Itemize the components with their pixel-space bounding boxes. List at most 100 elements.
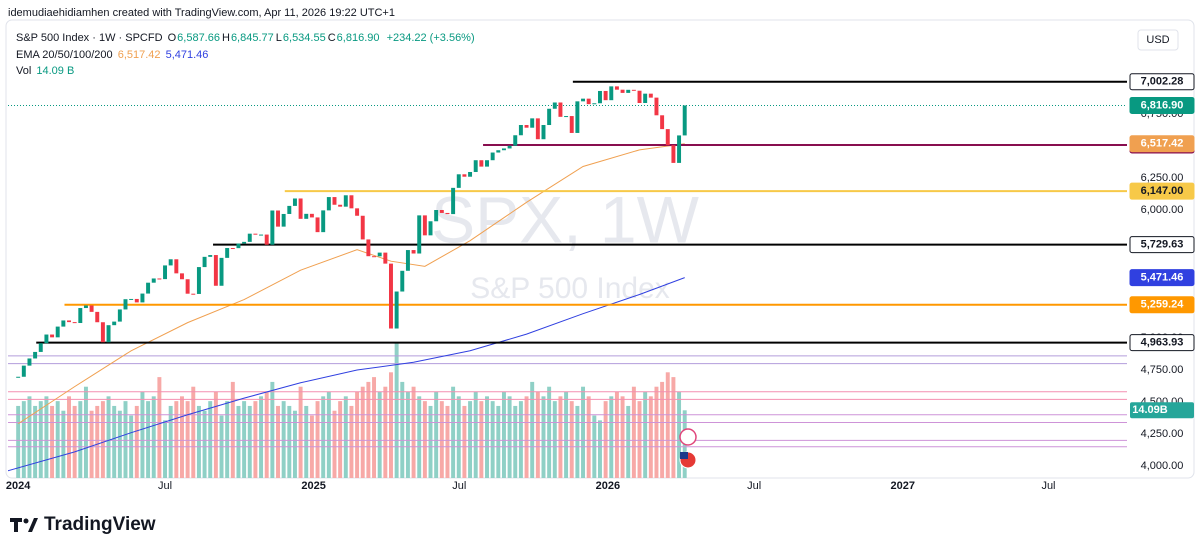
candle-body: [112, 321, 117, 326]
volume-bar: [315, 401, 320, 478]
candle-body: [44, 334, 49, 344]
candle-body: [586, 98, 591, 105]
volume-bar: [564, 391, 569, 478]
volume-bar: [151, 396, 156, 478]
volume-bar: [434, 391, 439, 478]
volume-bar: [163, 420, 168, 478]
legend-vol: Vol 14.09 B: [16, 65, 76, 77]
volume-bar: [242, 401, 247, 478]
candle-body: [287, 205, 292, 214]
candle-body: [146, 282, 151, 294]
candle-body: [208, 255, 213, 257]
candle-body: [38, 343, 43, 352]
candle-body: [191, 293, 196, 295]
volume-bar: [366, 381, 371, 478]
volume-bar: [479, 401, 484, 478]
candle-body: [349, 195, 354, 209]
volume-bar: [67, 396, 71, 478]
candle-body: [123, 299, 128, 310]
price-label-box: [1129, 135, 1195, 153]
volume-bar: [389, 372, 393, 478]
candle-body: [671, 145, 676, 163]
candle-body: [157, 278, 162, 280]
volume-bar: [586, 396, 591, 478]
legend-ema: EMA 20/50/100/200 6,517.42 5,471.46: [16, 49, 210, 61]
volume-bar: [61, 410, 66, 478]
candle-body: [496, 150, 501, 153]
y-tick-label: 4,750.00: [1141, 364, 1184, 376]
candle-body: [163, 265, 168, 280]
y-tick-label: 4,250.00: [1141, 428, 1184, 440]
candle-body: [95, 311, 100, 323]
volume-bar: [259, 396, 264, 478]
candle-body: [202, 256, 207, 268]
candle-body: [643, 93, 648, 104]
candle-body: [21, 365, 26, 377]
volume-bar: [417, 396, 422, 478]
candle-body: [236, 243, 241, 249]
candle-body: [422, 215, 427, 236]
candle-body: [61, 320, 66, 327]
volume-bar: [372, 377, 377, 478]
volume-bar: [332, 410, 337, 478]
volume-bar: [208, 401, 213, 478]
ohlc-key: H: [221, 32, 230, 44]
candle-body: [451, 187, 456, 215]
volume-bar: [507, 396, 512, 478]
volume-bar: [569, 401, 574, 478]
volume-bar: [21, 401, 26, 478]
volume-bar: [456, 396, 461, 478]
candle-body: [541, 125, 546, 140]
volume-bar: [603, 401, 608, 478]
price-label-box: [1129, 96, 1195, 114]
volume-bar: [326, 391, 331, 478]
volume-bar: [185, 401, 190, 478]
volume-bar: [677, 391, 682, 478]
candle-body: [665, 129, 670, 146]
price-label: 4,963.93: [1141, 337, 1184, 349]
candle-body: [338, 204, 343, 207]
ohlc-key: L: [275, 32, 282, 44]
candle-body: [180, 273, 184, 280]
candle-body: [631, 89, 636, 91]
candle-body: [259, 234, 264, 236]
candle-body: [598, 90, 602, 104]
volume-bar: [321, 396, 326, 478]
volume-bar: [168, 405, 173, 478]
logo: [10, 518, 38, 532]
candle-body: [298, 198, 303, 219]
price-label-box: [1129, 182, 1195, 200]
candle-body: [501, 148, 506, 151]
candle-body: [281, 213, 286, 227]
x-tick-label: 2026: [596, 480, 620, 492]
vol-label: Vol: [16, 65, 32, 77]
x-tick-label: Jul: [158, 480, 172, 492]
volume-bar: [524, 396, 529, 478]
ohlc-key: O: [167, 32, 177, 44]
volume-bar: [83, 386, 88, 478]
volume-bar: [180, 396, 184, 478]
candle-body: [552, 102, 557, 109]
ohlc-key: C: [327, 32, 336, 44]
x-tick-label: 2027: [891, 480, 915, 492]
event-icon[interactable]: [679, 428, 697, 446]
price-label-box: [1129, 334, 1195, 352]
candle-body: [507, 145, 512, 149]
volume-label-box: [1130, 402, 1194, 419]
volume-bar: [462, 405, 467, 478]
candle-body: [315, 217, 320, 233]
ema-label: EMA 20/50/100/200: [16, 49, 113, 61]
volume-bar: [428, 405, 433, 478]
ohlc-value: 6,845.77: [230, 32, 274, 44]
price-label-box: [1129, 269, 1195, 287]
candle-body: [372, 256, 377, 258]
volume-bar: [535, 391, 540, 478]
volume-bar: [626, 405, 631, 478]
currency-box[interactable]: [1137, 29, 1179, 51]
ema-line: [17, 143, 685, 425]
candle-body: [360, 215, 365, 240]
candle-body: [518, 125, 523, 136]
volume-bar: [50, 405, 55, 478]
candle-body: [637, 90, 642, 104]
